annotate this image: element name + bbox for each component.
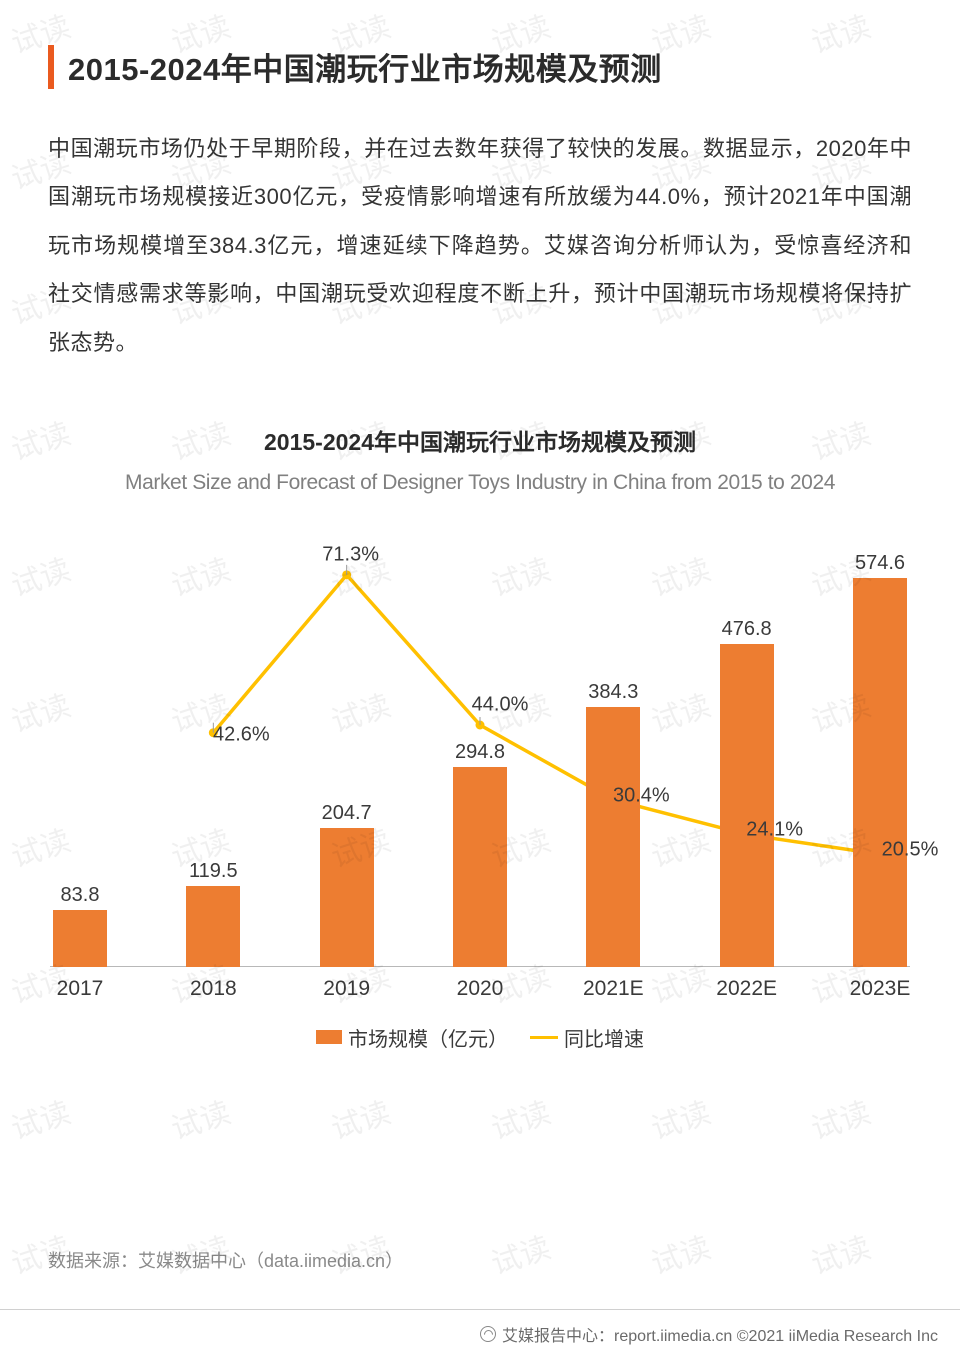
watermark: 试读 <box>645 1223 716 1283</box>
bar-value-label: 384.3 <box>588 681 638 704</box>
bar-value-label: 574.6 <box>855 552 905 575</box>
watermark: 试读 <box>5 1087 76 1147</box>
growth-label: 20.5% <box>882 839 939 862</box>
chart-bar: 384.3 <box>586 707 640 967</box>
bar-value-label: 294.8 <box>455 741 505 764</box>
bar-value-label: 83.8 <box>61 884 100 907</box>
watermark: 试读 <box>805 1087 876 1147</box>
x-axis-label: 2017 <box>57 977 104 1001</box>
legend-item-bar: 市场规模（亿元） <box>316 1023 508 1052</box>
x-axis-label: 2021E <box>583 977 644 1001</box>
legend-label-line: 同比增速 <box>564 1023 644 1052</box>
footer-logo-icon <box>480 1326 496 1342</box>
footer-bar: 艾媒报告中心：report.iimedia.cn ©2021 iiMedia R… <box>0 1309 960 1357</box>
growth-label: 24.1% <box>746 819 803 842</box>
watermark: 试读 <box>325 1087 396 1147</box>
x-axis-label: 2020 <box>457 977 504 1001</box>
legend-item-line: 同比增速 <box>530 1023 644 1052</box>
watermark: 试读 <box>645 1087 716 1147</box>
x-axis-label: 2023E <box>850 977 911 1001</box>
footer-text: 艾媒报告中心：report.iimedia.cn ©2021 iiMedia R… <box>502 1322 938 1346</box>
chart-bar: 476.8 <box>720 644 774 967</box>
title-accent-bar <box>48 45 54 89</box>
watermark: 试读 <box>165 1087 236 1147</box>
chart-bar: 294.8 <box>453 767 507 967</box>
growth-label: 30.4% <box>613 784 670 807</box>
chart-x-axis: 2017 2018 2019 2020 2021E 2022E 2023E <box>50 977 910 1007</box>
chart-bar: 119.5 <box>186 886 240 967</box>
growth-label: 44.0% <box>472 693 529 716</box>
growth-label: 42.6% <box>213 723 270 746</box>
watermark: 试读 <box>485 1223 556 1283</box>
legend-swatch-bar <box>316 1030 342 1044</box>
x-axis-label: 2019 <box>323 977 370 1001</box>
page-title-row: 2015-2024年中国潮玩行业市场规模及预测 <box>48 44 912 89</box>
x-axis-label: 2022E <box>716 977 777 1001</box>
chart-plot-area: 83.8 119.5 204.7 294.8 384.3 476.8 574.6 42.6% 7… <box>50 527 910 967</box>
page-title: 2015-2024年中国潮玩行业市场规模及预测 <box>68 44 662 89</box>
x-axis-label: 2018 <box>190 977 237 1001</box>
bar-value-label: 476.8 <box>722 618 772 641</box>
chart-block: 2015-2024年中国潮玩行业市场规模及预测 Market Size and … <box>48 423 912 1052</box>
data-source-note: 数据来源：艾媒数据中心（data.iimedia.cn） <box>48 1247 403 1273</box>
chart-title-cn: 2015-2024年中国潮玩行业市场规模及预测 <box>48 423 912 457</box>
bar-value-label: 204.7 <box>322 802 372 825</box>
body-paragraph: 中国潮玩市场仍处于早期阶段，并在过去数年获得了较快的发展。数据显示，2020年中… <box>48 125 912 367</box>
watermark: 试读 <box>805 1223 876 1283</box>
chart-bar: 204.7 <box>320 828 374 967</box>
chart-bar: 83.8 <box>53 910 107 967</box>
growth-label: 71.3% <box>322 543 379 566</box>
chart-bar: 574.6 <box>853 578 907 967</box>
legend-label-bar: 市场规模（亿元） <box>348 1023 508 1052</box>
legend-swatch-line <box>530 1036 558 1039</box>
chart-legend: 市场规模（亿元） 同比增速 <box>50 1023 910 1052</box>
watermark: 试读 <box>485 1087 556 1147</box>
chart-title-en: Market Size and Forecast of Designer Toy… <box>48 471 912 495</box>
bar-value-label: 119.5 <box>189 860 238 883</box>
